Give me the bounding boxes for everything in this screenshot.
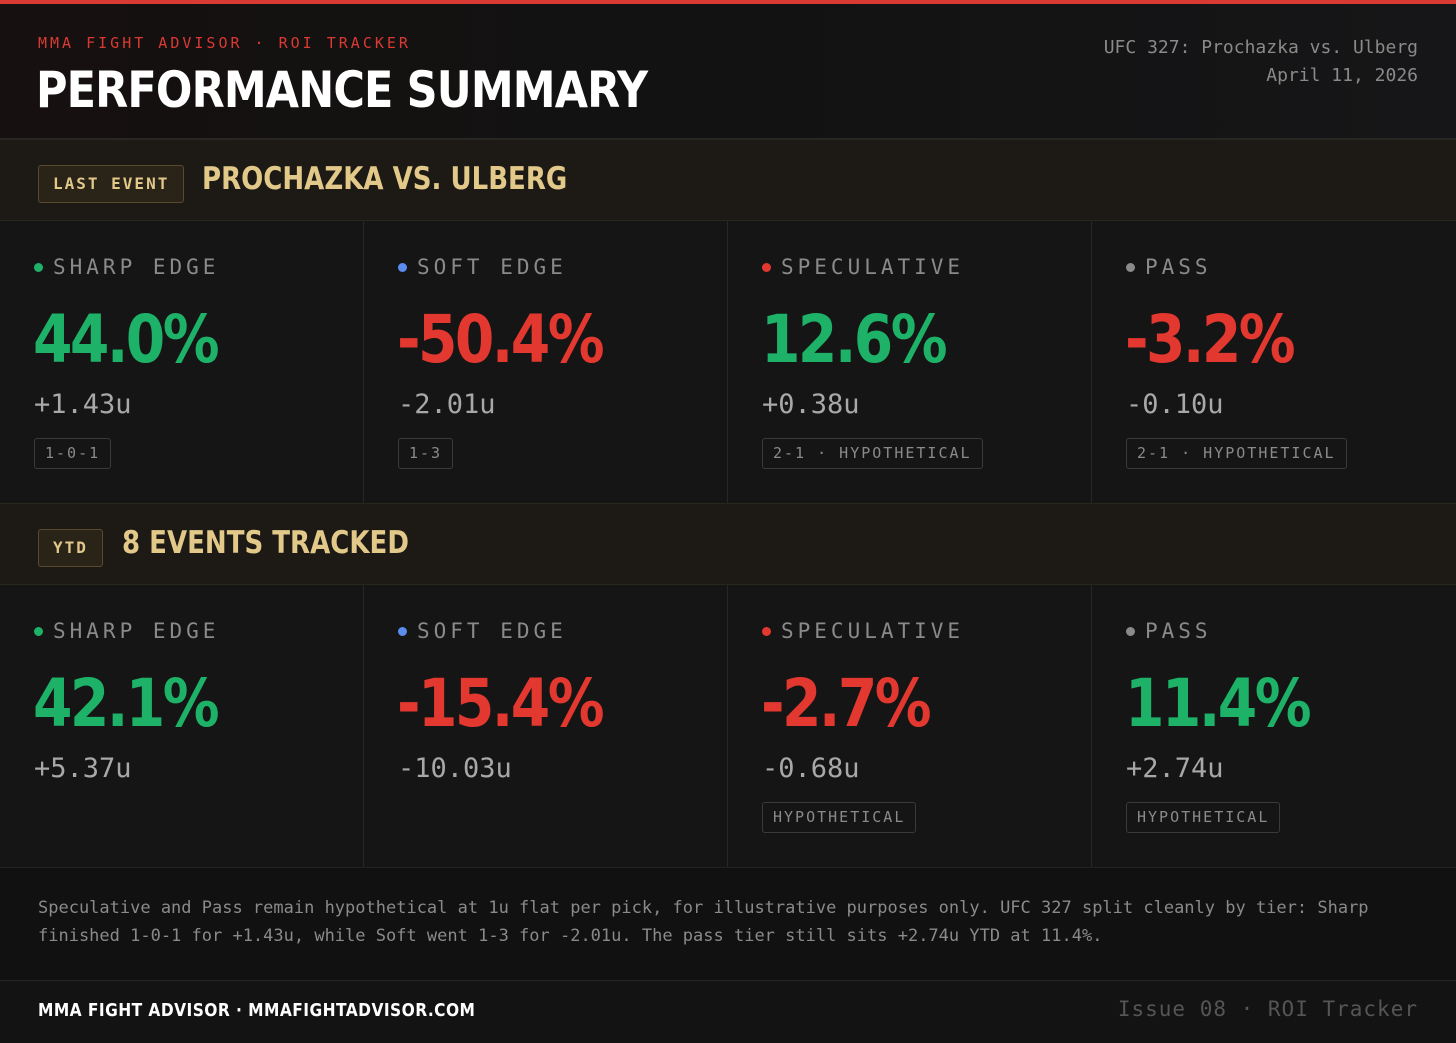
ytd-stats: SHARP EDGE 42.1% +5.37u SOFT EDGE -15.4%… (0, 585, 1456, 867)
last-event-badge: LAST EVENT (38, 165, 185, 203)
units-value: +2.74u (1126, 753, 1224, 784)
units-value: +0.38u (762, 389, 860, 420)
units-value: -2.01u (398, 389, 496, 420)
roi-value: -2.7% (761, 665, 932, 742)
event-name: UFC 327: Prochazka vs. Ulberg (1103, 37, 1418, 58)
last-event-stats: SHARP EDGE 44.0% +1.43u 1-0-1 SOFT EDGE … (0, 221, 1456, 503)
tier-name: SOFT EDGE (417, 619, 567, 643)
tier-name: SPECULATIVE (781, 255, 965, 279)
units-value: +1.43u (34, 389, 132, 420)
stat-card-pass: PASS 11.4% +2.74u HYPOTHETICAL (1092, 585, 1456, 867)
tier-label: SHARP EDGE (34, 619, 219, 643)
footer-issue: Issue 08 · ROI Tracker (1117, 997, 1418, 1021)
stat-card-pass: PASS -3.2% -0.10u 2-1 · HYPOTHETICAL (1092, 221, 1456, 503)
sharp-edge-dot-icon (34, 262, 43, 272)
tier-name: PASS (1145, 619, 1212, 643)
tier-name: PASS (1145, 255, 1212, 279)
footnote-text: Speculative and Pass remain hypothetical… (38, 898, 1369, 946)
last-event-band: LAST EVENT PROCHAZKA VS. ULBERG (0, 139, 1456, 221)
roi-value: -50.4% (397, 301, 605, 378)
tier-label: PASS (1126, 255, 1212, 279)
speculative-dot-icon (762, 626, 771, 636)
ytd-badge: YTD (38, 529, 103, 567)
stat-card-sharp-edge: SHARP EDGE 42.1% +5.37u (0, 585, 364, 867)
record-badge: 1-3 (398, 438, 454, 469)
page-footer: MMA FIGHT ADVISOR · MMAFIGHTADVISOR.COM … (0, 981, 1456, 1043)
header-kicker: MMA FIGHT ADVISOR · ROI TRACKER (38, 34, 411, 52)
record-badge: 1-0-1 (34, 438, 112, 469)
units-value: -10.03u (398, 753, 512, 784)
event-date: April 11, 2026 (1266, 65, 1418, 86)
tier-name: SPECULATIVE (781, 619, 965, 643)
tier-label: SPECULATIVE (762, 255, 964, 279)
tier-name: SOFT EDGE (417, 255, 567, 279)
tier-label: SHARP EDGE (34, 255, 219, 279)
roi-value: 44.0% (33, 301, 220, 378)
soft-edge-dot-icon (398, 262, 407, 272)
roi-value: -15.4% (397, 665, 605, 742)
footer-brand: MMA FIGHT ADVISOR · MMAFIGHTADVISOR.COM (38, 1000, 476, 1021)
stat-card-speculative: SPECULATIVE -2.7% -0.68u HYPOTHETICAL (728, 585, 1092, 867)
tier-name: SHARP EDGE (53, 255, 220, 279)
stat-card-soft-edge: SOFT EDGE -15.4% -10.03u (364, 585, 728, 867)
record-badge: 2-1 · HYPOTHETICAL (762, 438, 983, 469)
ytd-band: YTD 8 EVENTS TRACKED (0, 503, 1456, 585)
page-header: MMA FIGHT ADVISOR · ROI TRACKER PERFORMA… (0, 4, 1456, 139)
soft-edge-dot-icon (398, 626, 407, 636)
event-info: UFC 327: Prochazka vs. Ulberg April 11, … (1104, 34, 1418, 90)
tier-label: SOFT EDGE (398, 619, 567, 643)
units-value: +5.37u (34, 753, 132, 784)
top-accent-rule (0, 0, 1456, 4)
roi-value: 12.6% (761, 301, 948, 378)
stat-card-sharp-edge: SHARP EDGE 44.0% +1.43u 1-0-1 (0, 221, 364, 503)
tier-label: SPECULATIVE (762, 619, 964, 643)
roi-value: -3.2% (1125, 301, 1296, 378)
roi-value: 11.4% (1125, 665, 1312, 742)
stat-card-soft-edge: SOFT EDGE -50.4% -2.01u 1-3 (364, 221, 728, 503)
last-event-title: PROCHAZKA VS. ULBERG (202, 161, 568, 197)
record-badge: HYPOTHETICAL (1126, 802, 1281, 833)
pass-dot-icon (1126, 626, 1135, 636)
stat-card-speculative: SPECULATIVE 12.6% +0.38u 2-1 · HYPOTHETI… (728, 221, 1092, 503)
roi-value: 42.1% (33, 665, 220, 742)
units-value: -0.10u (1126, 389, 1224, 420)
tier-label: SOFT EDGE (398, 255, 567, 279)
page-title: PERFORMANCE SUMMARY (36, 61, 648, 119)
footnote: Speculative and Pass remain hypothetical… (0, 867, 1456, 981)
tier-label: PASS (1126, 619, 1212, 643)
ytd-title: 8 EVENTS TRACKED (122, 525, 409, 561)
sharp-edge-dot-icon (34, 626, 43, 636)
pass-dot-icon (1126, 262, 1135, 272)
record-badge: HYPOTHETICAL (762, 802, 917, 833)
record-badge: 2-1 · HYPOTHETICAL (1126, 438, 1347, 469)
speculative-dot-icon (762, 262, 771, 272)
units-value: -0.68u (762, 753, 860, 784)
tier-name: SHARP EDGE (53, 619, 220, 643)
